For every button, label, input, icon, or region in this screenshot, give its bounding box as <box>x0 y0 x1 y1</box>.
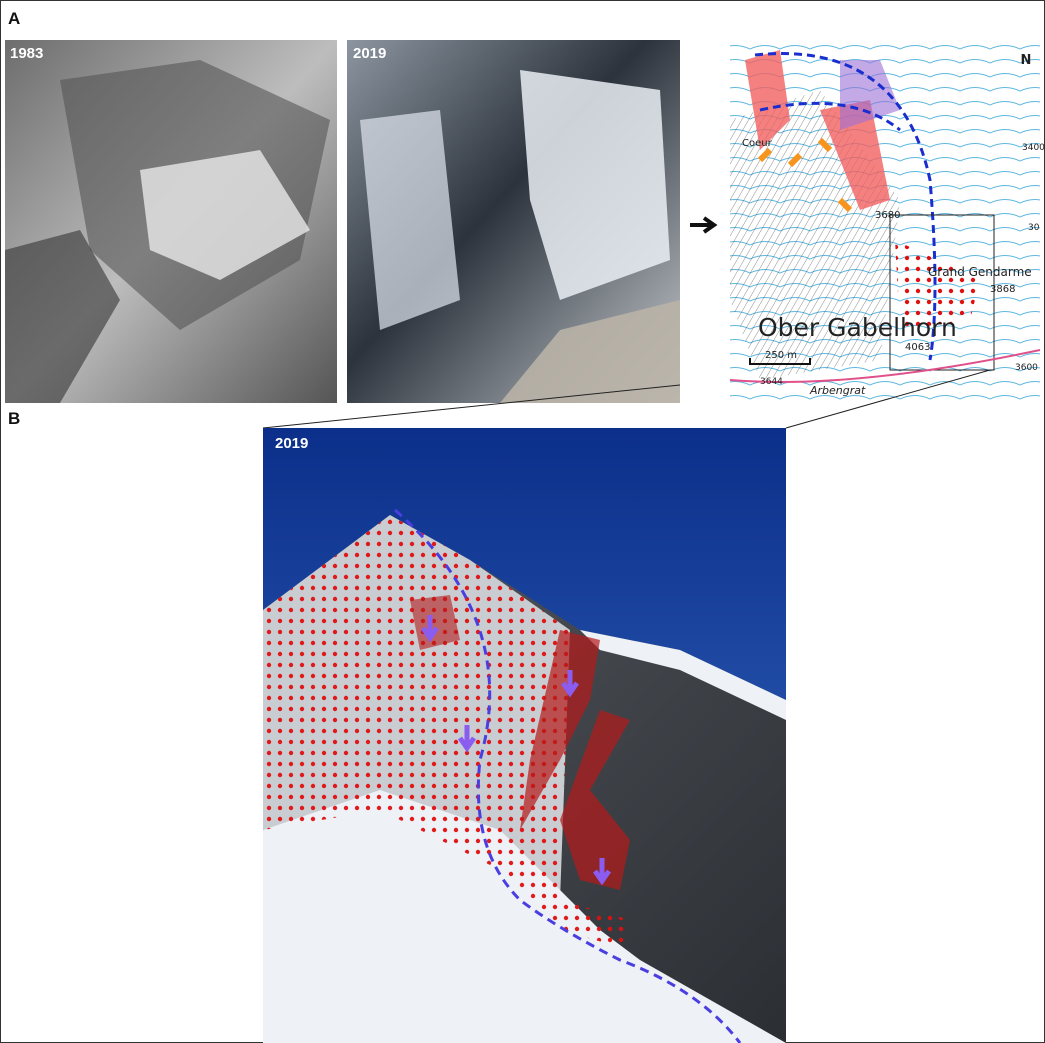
photo-2019: 2019 <box>347 40 680 403</box>
map-label: 3868 <box>990 284 1015 295</box>
map-label: Grand Gendarme <box>928 265 1032 279</box>
map-label: 3680 <box>875 210 900 221</box>
map: N Coeur 3680 Grand Gendarme 3868 Ober Ga… <box>730 40 1045 403</box>
map-north: N <box>1021 53 1032 68</box>
map-label: 250 m <box>765 350 797 361</box>
panel-label: A <box>8 9 20 28</box>
photo-year: 1983 <box>10 45 43 62</box>
map-label: 3400 <box>1022 143 1045 153</box>
figure: A 1983 2019 N Coeur 3680 Grand Gendarme … <box>0 0 1045 1043</box>
map-label: 30 <box>1028 223 1040 233</box>
photo-year: 2019 <box>353 45 386 62</box>
map-label: Arbengrat <box>809 384 866 397</box>
map-label: 3644 <box>760 377 783 387</box>
arrow <box>690 218 714 232</box>
map-label: 3600 <box>1015 363 1038 373</box>
map-label: Coeur <box>742 138 773 149</box>
map-label: 4063 <box>905 342 930 353</box>
photo-2019-face: 2019 <box>263 428 786 1043</box>
photo-year: 2019 <box>275 435 308 452</box>
photo-1983: 1983 <box>5 40 337 403</box>
map-label: Ober Gabelhorn <box>758 313 957 342</box>
panel-label: B <box>8 409 20 428</box>
